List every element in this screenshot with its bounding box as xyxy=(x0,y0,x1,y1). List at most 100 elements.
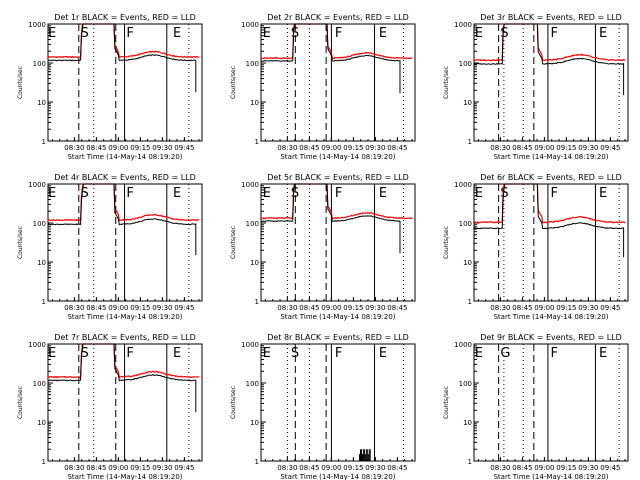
plot-frame xyxy=(473,23,629,142)
y-tick-label: 1 xyxy=(42,298,46,306)
x-tick-label: 08:30 xyxy=(490,304,510,312)
x-tick-label: 09:15 xyxy=(130,304,150,312)
x-tick-label: 08:45 xyxy=(86,304,106,312)
y-axis-label: Counts/sec xyxy=(443,386,450,419)
x-tick-label: 08:30 xyxy=(277,464,297,472)
plot-title: Det 1r BLACK = Events, RED = LLD xyxy=(54,13,196,22)
y-tick-label: 100 xyxy=(246,60,259,68)
x-tick-label: 09:45 xyxy=(174,304,194,312)
x-tick-label: 09:00 xyxy=(108,464,128,472)
x-tick-label: 09:00 xyxy=(321,144,341,152)
y-tick-label: 1000 xyxy=(454,181,472,189)
region-label: E xyxy=(379,346,387,361)
x-tick-label: 08:30 xyxy=(64,464,84,472)
x-tick-label: 09:45 xyxy=(600,464,620,472)
plot-frame xyxy=(260,343,416,462)
detector-plot-8: Det 8r BLACK = Events, RED = LLD 1 10 100 10… xyxy=(230,333,416,480)
region-label: F xyxy=(126,26,133,41)
y-tick-label: 1 xyxy=(42,458,46,466)
x-tick-label: 08:30 xyxy=(64,144,84,152)
lld-series-line xyxy=(260,23,413,60)
x-tick-label: 08:30 xyxy=(277,304,297,312)
region-label: S xyxy=(81,186,89,201)
x-axis-label: Start Time (14-May-14 08:19:20) xyxy=(67,473,182,480)
region-label: E xyxy=(263,26,271,41)
x-axis-label: Start Time (14-May-14 08:19:20) xyxy=(493,473,608,480)
y-axis-label: Counts/sec xyxy=(443,226,450,259)
y-tick-label: 100 xyxy=(459,60,472,68)
y-axis-label: Counts/sec xyxy=(443,66,450,99)
plot-frame xyxy=(260,23,416,142)
x-tick-label: 08:45 xyxy=(387,304,407,312)
x-tick-label: 09:30 xyxy=(152,144,172,152)
lld-series-line xyxy=(473,183,626,224)
region-label: S xyxy=(291,186,299,201)
y-axis-label: Counts/sec xyxy=(17,386,24,419)
region-label: E xyxy=(173,346,181,361)
x-tick-label: 09:15 xyxy=(343,144,363,152)
y-tick-label: 10 xyxy=(37,419,46,427)
x-tick-label: 09:30 xyxy=(578,144,598,152)
detector-plot-7: Det 7r BLACK = Events, RED = LLD 1 10 100 10… xyxy=(17,333,203,480)
x-tick-label: 08:30 xyxy=(490,464,510,472)
y-tick-label: 10 xyxy=(37,259,46,267)
y-tick-label: 100 xyxy=(459,380,472,388)
plot-title: Det 4r BLACK = Events, RED = LLD xyxy=(54,173,196,182)
x-tick-label: 09:15 xyxy=(556,464,576,472)
x-axis-label: Start Time (14-May-14 08:19:20) xyxy=(67,153,182,161)
events-series-line xyxy=(47,183,197,256)
plot-title: Det 5r BLACK = Events, RED = LLD xyxy=(267,173,409,182)
x-tick-label: 09:30 xyxy=(365,464,385,472)
region-label: E xyxy=(475,186,483,201)
detector-plot-4: Det 4r BLACK = Events, RED = LLD 1 10 100 10… xyxy=(17,173,203,321)
events-series-line xyxy=(473,23,625,96)
events-series-line xyxy=(261,23,401,94)
y-tick-label: 100 xyxy=(459,220,472,228)
x-tick-label: 09:15 xyxy=(130,464,150,472)
x-tick-label: 09:30 xyxy=(365,144,385,152)
region-label: E xyxy=(173,26,181,41)
region-label: E xyxy=(599,346,607,361)
region-label: F xyxy=(551,186,558,201)
detector-plot-3: Det 3r BLACK = Events, RED = LLD 1 10 100 10… xyxy=(443,13,629,161)
y-tick-label: 100 xyxy=(33,220,46,228)
region-label: E xyxy=(48,346,56,361)
events-series-line xyxy=(48,343,197,412)
region-label: S xyxy=(81,346,89,361)
plot-title: Det 2r BLACK = Events, RED = LLD xyxy=(267,13,409,22)
detector-plot-9: Det 9r BLACK = Events, RED = LLD 1 10 100 10… xyxy=(443,333,629,480)
y-tick-label: 1000 xyxy=(28,21,46,29)
x-tick-label: 08:45 xyxy=(512,464,532,472)
x-tick-label: 09:00 xyxy=(108,144,128,152)
y-tick-label: 1000 xyxy=(454,341,472,349)
x-tick-label: 08:45 xyxy=(86,464,106,472)
y-tick-label: 10 xyxy=(463,259,472,267)
x-axis-label: Start Time (14-May-14 08:19:20) xyxy=(280,473,395,480)
x-tick-label: 09:30 xyxy=(152,304,172,312)
lld-series-line xyxy=(260,183,413,220)
y-tick-label: 1 xyxy=(255,458,259,466)
x-tick-label: 09:00 xyxy=(534,464,554,472)
y-tick-label: 10 xyxy=(250,99,259,107)
region-label: E xyxy=(475,346,483,361)
region-label: F xyxy=(551,26,558,41)
x-tick-label: 08:45 xyxy=(299,144,319,152)
y-tick-label: 10 xyxy=(463,419,472,427)
y-tick-label: 1 xyxy=(255,298,259,306)
plot-title: Det 8r BLACK = Events, RED = LLD xyxy=(267,333,409,342)
region-label: S xyxy=(291,26,299,41)
region-label: E xyxy=(48,186,56,201)
region-label: F xyxy=(126,186,133,201)
x-tick-label: 09:00 xyxy=(108,304,128,312)
y-tick-label: 1000 xyxy=(454,21,472,29)
events-series-line xyxy=(473,183,625,258)
region-label: E xyxy=(263,186,271,201)
y-tick-label: 1 xyxy=(468,458,472,466)
x-tick-label: 09:15 xyxy=(556,144,576,152)
region-label: E xyxy=(599,26,607,41)
x-tick-label: 09:45 xyxy=(600,304,620,312)
x-tick-label: 09:00 xyxy=(321,304,341,312)
y-tick-label: 1 xyxy=(468,138,472,146)
y-tick-label: 10 xyxy=(250,259,259,267)
